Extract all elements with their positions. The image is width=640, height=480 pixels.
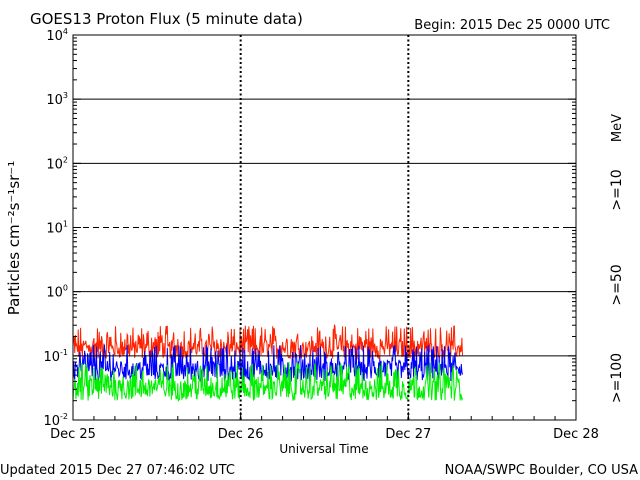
legend-ge100: >=100 xyxy=(609,353,625,403)
y-axis-label: Particles cm⁻²s⁻¹sr⁻¹ xyxy=(5,161,23,315)
y-tick-label: 102 xyxy=(46,155,68,172)
x-axis-label: Universal Time xyxy=(279,442,368,456)
series-layer xyxy=(72,323,463,403)
y-tick-label: 10-1 xyxy=(43,348,68,365)
unit-label: MeV xyxy=(610,114,625,142)
x-tick-label: Dec 28 xyxy=(553,427,599,442)
y-tick-label: 103 xyxy=(46,91,68,108)
series-line-0 xyxy=(72,323,463,360)
legend-ge50: >=50 xyxy=(609,264,625,305)
y-tick-label: 100 xyxy=(46,284,68,301)
credit-label: NOAA/SWPC Boulder, CO USA xyxy=(445,463,638,478)
y-tick-label: 101 xyxy=(46,220,68,237)
x-tick-label: Dec 25 xyxy=(50,427,96,442)
axis-layer: Dec 25 Dec 26 Dec 27 Dec 2810-210-110010110… xyxy=(43,27,598,442)
begin-label: Begin: 2015 Dec 25 0000 UTC xyxy=(414,18,610,33)
grid-layer xyxy=(73,35,576,420)
updated-label: Updated 2015 Dec 27 07:46:02 UTC xyxy=(0,463,235,478)
x-tick-label: Dec 27 xyxy=(385,427,431,442)
legend-ge10: >=10 xyxy=(609,169,625,210)
y-tick-label: 104 xyxy=(46,27,68,44)
chart-title: GOES13 Proton Flux (5 minute data) xyxy=(30,10,303,28)
x-tick-label: Dec 26 xyxy=(218,427,264,442)
series-line-2 xyxy=(72,362,463,403)
